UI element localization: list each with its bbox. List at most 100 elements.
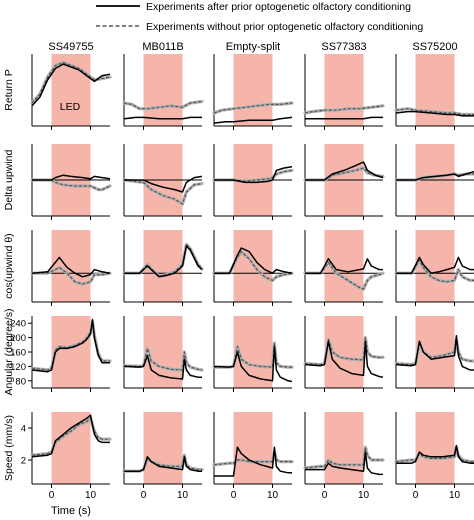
series-without-line	[304, 105, 384, 114]
column-title: SS77383	[321, 41, 366, 53]
column-title: SS75200	[412, 41, 457, 53]
led-window	[233, 54, 273, 126]
series-after-line	[31, 63, 111, 107]
x-tick-label: 10	[177, 490, 189, 501]
series-after-line	[305, 451, 383, 476]
panel: 80 120 160 200 240	[10, 316, 112, 392]
x-tick-label: 0	[49, 490, 55, 501]
series-after-line	[214, 446, 292, 477]
panel: 0 10	[303, 412, 385, 501]
x-tick-label: 0	[141, 490, 147, 501]
y-tick-label: 200	[10, 333, 26, 344]
panel	[394, 54, 474, 130]
column-title: SS49755	[48, 41, 93, 53]
series-without-line	[214, 169, 293, 182]
panel: 0 10	[394, 412, 474, 501]
series-after-line	[396, 256, 474, 274]
led-window	[51, 230, 91, 302]
series-after-line	[31, 414, 110, 458]
y-axis-label: Delta upwind	[3, 149, 15, 210]
series-without-line	[32, 179, 111, 191]
panel-grid: SS49755 MB011B Empty-split SS77383 SS75200 Re…	[3, 41, 474, 517]
series-after-line	[305, 116, 383, 120]
series-after-line	[124, 456, 202, 472]
panel: 0 10	[212, 412, 294, 501]
series-after-line	[214, 166, 293, 184]
series-after-line	[304, 340, 384, 378]
x-tick-label: 10	[449, 490, 461, 501]
panel: 0 10 2 4	[21, 412, 112, 501]
series-after-line	[214, 247, 293, 274]
legend-label-without: Experiments without prior optogenetic ol…	[146, 21, 423, 33]
x-axis-label: Time (s)	[51, 505, 91, 517]
panel	[122, 54, 204, 130]
led-window	[415, 316, 455, 388]
series-without-line	[305, 261, 384, 290]
led-window	[415, 412, 455, 484]
y-axis-label: cos(upwind θ)	[3, 233, 15, 298]
series-without-line	[32, 266, 111, 285]
series-after-line	[213, 116, 293, 124]
series-after-line	[305, 258, 383, 274]
panel	[212, 54, 294, 130]
y-tick-label: 80	[15, 376, 26, 387]
series-without-line	[123, 100, 203, 110]
panel	[394, 144, 474, 220]
series-without-line	[396, 259, 474, 283]
legend-label-after: Experiments after prior optogenetic olfa…	[146, 1, 411, 13]
led-window	[143, 412, 183, 484]
y-axis-label: Angular (degree/s)	[3, 309, 15, 396]
led-window	[324, 54, 364, 126]
series-after-line	[396, 170, 474, 181]
series-after-line	[213, 345, 293, 383]
led-window	[51, 316, 91, 388]
series-without-line	[124, 243, 203, 277]
series-after-line	[31, 318, 110, 373]
series-after-line	[123, 354, 202, 380]
panel	[303, 54, 385, 130]
led-window	[143, 54, 183, 126]
panel	[122, 230, 204, 306]
legend: Experiments after prior optogenetic olfa…	[96, 1, 423, 33]
series-after-line	[123, 116, 202, 120]
series-after-line	[124, 245, 203, 278]
series-after-line	[31, 256, 111, 278]
y-tick-label: 2	[21, 456, 26, 467]
panel	[122, 316, 204, 392]
series-after-line	[124, 175, 203, 193]
series-after-line	[305, 161, 384, 181]
series-without-line	[213, 102, 293, 114]
y-tick-label: 120	[10, 362, 26, 373]
y-tick-label: 4	[21, 424, 26, 435]
series-after-line	[395, 110, 474, 117]
series-without-line	[123, 179, 203, 205]
panel	[303, 230, 385, 306]
panel	[303, 316, 385, 392]
panel	[394, 230, 474, 306]
x-tick-label: 10	[358, 490, 370, 501]
column-title: Empty-split	[226, 41, 280, 53]
y-axis-label: Return P	[3, 69, 15, 110]
panel	[30, 54, 112, 130]
panel	[303, 144, 385, 220]
panel	[212, 230, 294, 306]
series-after-line	[395, 335, 474, 371]
panel	[212, 316, 294, 392]
led-window	[233, 412, 273, 484]
x-tick-label: 0	[322, 490, 328, 501]
series-without-line	[213, 451, 292, 466]
led-label: LED	[60, 101, 81, 113]
panel	[394, 316, 474, 392]
panel	[30, 144, 112, 220]
series-without-line	[304, 446, 383, 469]
panel	[212, 144, 294, 220]
led-window	[324, 412, 364, 484]
x-tick-label: 0	[231, 490, 237, 501]
x-tick-label: 10	[85, 490, 97, 501]
panel	[30, 230, 112, 306]
y-tick-label: 240	[10, 319, 26, 330]
y-axis-label: Speed (mm/s)	[3, 415, 15, 481]
panel: 0 10	[122, 412, 204, 501]
series-without-line	[214, 251, 293, 281]
